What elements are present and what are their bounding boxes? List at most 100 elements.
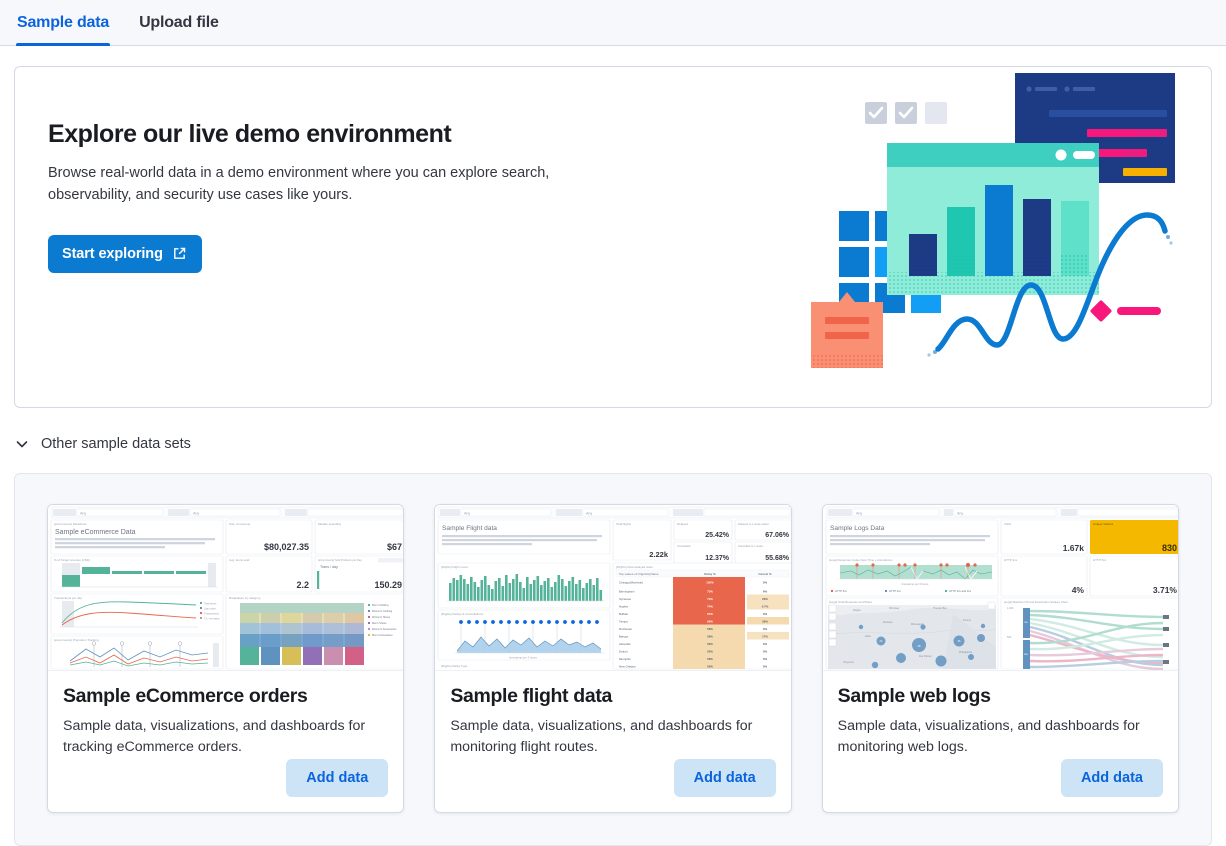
svg-text:0%: 0% [763,657,768,661]
chart-window-illustration [887,143,1099,295]
tab-sample-data[interactable]: Sample data [16,0,111,46]
coral-note-illustration [811,292,883,368]
svg-text:2.2: 2.2 [296,580,309,590]
svg-text:Unique Visitors: Unique Visitors [1093,522,1114,526]
add-data-button-flight[interactable]: Add data [673,759,776,797]
svg-text:Transactions: Transactions [204,611,219,615]
svg-text:0.7%: 0.7% [762,605,769,609]
svg-text:Tampa: Tampa [619,620,628,624]
checkbox-group [865,102,947,124]
svg-text:56%: 56% [707,650,713,654]
svg-text:HTTP 5xx: HTTP 5xx [835,589,848,593]
card-thumbnail-weblogs: Any Any Sample Logs Data Visits 1.67k Un… [822,505,1178,671]
svg-text:500: 500 [1007,636,1012,639]
svg-text:[Logs] Total Requests and Byte: [Logs] Total Requests and Bytes [829,600,872,604]
sample-data-card-ecommerce[interactable]: Any Any [eCommerce] Markdown Sample eCom… [47,504,405,813]
svg-text:HTTP 4xx: HTTP 4xx [1004,558,1018,562]
svg-text:56%: 56% [707,642,713,646]
hero-text-block: Explore our live demo environment Browse… [48,119,608,273]
add-data-button-weblogs[interactable]: Add data [1060,759,1163,797]
svg-text:Delayed vs 1 week earlier: Delayed vs 1 week earlier [738,522,769,526]
sample-data-card-flight[interactable]: Any Any Sample Flight data Total flights… [434,504,792,813]
svg-text:67%: 67% [707,612,713,616]
svg-text:4%: 4% [1071,585,1084,595]
svg-text:Men's Accessories: Men's Accessories [372,634,393,637]
svg-text:% of Target revenue (USD): % of Target revenue (USD) [54,558,90,562]
svg-text:58%: 58% [707,635,713,639]
svg-text:Sample Logs Data: Sample Logs Data [830,525,885,532]
tab-upload-file[interactable]: Upload file [138,0,220,45]
svg-text:[eCommerce] Sold Products per: [eCommerce] Sold Products per Day [318,558,362,562]
svg-text:[Logs] Machine OS and Destinat: [Logs] Machine OS and Destination Sankey… [1004,600,1068,604]
svg-text:Men's Shoes: Men's Shoes [372,622,387,625]
start-exploring-button[interactable]: Start exploring [48,234,202,273]
svg-text:Buffalo: Buffalo [619,612,628,616]
svg-text:48: 48 [917,644,920,648]
svg-text:Delayed: Delayed [677,522,688,526]
svg-text:timestamp per 3 hours: timestamp per 3 hours [901,582,928,586]
svg-text:Birmingham: Birmingham [619,590,635,594]
svg-text:3.71%: 3.71% [1153,585,1178,595]
svg-text:ios: ios [1024,621,1028,624]
add-data-button-ecommerce[interactable]: Add data [286,759,389,797]
card-title: Sample flight data [450,685,612,707]
accordion-label: Other sample data sets [41,436,191,452]
card-footer-ecommerce: Add data [48,759,403,812]
svg-text:Cheyenne: Cheyenne [843,661,855,664]
svg-text:Sum of revenue: Sum of revenue [229,522,251,526]
svg-text:Delay %: Delay % [705,572,717,576]
svg-text:Total items: Total items [204,601,217,605]
svg-text:HTTP 5xx: HTTP 5xx [1093,558,1107,562]
other-sample-data-sets-accordion[interactable]: Other sample data sets [14,432,191,456]
svg-text:Naples: Naples [619,605,629,609]
svg-text:Cancelled vs 1 week...: Cancelled vs 1 week... [738,544,765,548]
svg-text:Top values of OriginCityName: Top values of OriginCityName [619,572,659,576]
svg-text:Sample eCommerce Data: Sample eCommerce Data [55,529,136,536]
svg-text:73%: 73% [707,590,713,594]
svg-text:67.06%: 67.06% [766,532,791,539]
svg-text:Chicago(Montreal): Chicago(Montreal) [619,581,643,585]
svg-text:12.37%: 12.37% [706,555,731,562]
card-footer-flight: Add data [435,759,790,812]
svg-text:0%: 0% [763,612,768,616]
svg-text:17%: 17% [762,635,768,639]
svg-text:0%: 0% [763,627,768,631]
svg-text:[Flights] Most delayed cities: [Flights] Most delayed cities [616,565,653,569]
external-link-icon [172,246,187,261]
svg-text:66%: 66% [707,620,713,624]
svg-text:1.67k: 1.67k [1062,543,1084,553]
svg-text:Cancelled: Cancelled [677,544,691,548]
svg-text:150.29: 150.29 [374,580,402,590]
svg-text:[Logs] Response Codes Over Tim: [Logs] Response Codes Over Time + Annota… [829,558,893,562]
svg-text:Any: Any [464,512,470,516]
card-body-ecommerce: Sample eCommerce orders Sample data, vis… [48,671,403,759]
wave-line-illustration [927,212,1173,357]
demo-environment-panel: Explore our live demo environment Browse… [14,66,1212,408]
svg-text:[Flights] Delays & Cancellatio: [Flights] Delays & Cancellations [441,612,484,616]
svg-text:Regina: Regina [853,609,861,612]
svg-text:Idaho: Idaho [865,635,872,638]
svg-text:Cancel %: Cancel % [759,572,773,576]
svg-text:Thunder Bay: Thunder Bay [933,607,947,610]
sample-data-card-weblogs[interactable]: Any Any Sample Logs Data Visits 1.67k Un… [821,504,1179,813]
svg-text:36%: 36% [762,620,768,624]
tab-bar: Sample data Upload file [0,0,1226,46]
chevron-down-icon [14,436,30,452]
svg-text:0%: 0% [763,642,768,646]
svg-text:26%: 26% [762,597,768,601]
svg-text:Women's Shoes: Women's Shoes [372,616,391,619]
svg-text:830: 830 [1162,543,1177,553]
page-title: Explore our live demo environment [48,120,452,148]
svg-text:0%: 0% [763,650,768,654]
svg-text:[eCommerce] Markdown: [eCommerce] Markdown [54,522,87,526]
svg-text:36: 36 [957,639,960,643]
card-thumbnail-ecommerce: Any Any [eCommerce] Markdown Sample eCom… [48,505,404,671]
svg-text:Rochester: Rochester [619,627,632,631]
svg-text:Women's Clothing: Women's Clothing [372,610,393,613]
svg-text:HTTP 2xx and 3xx: HTTP 2xx and 3xx [949,589,972,593]
svg-text:2.22k: 2.22k [650,550,670,559]
card-title: Sample eCommerce orders [63,685,308,707]
svg-text:Syracuse: Syracuse [619,597,631,601]
svg-text:1,000: 1,000 [1007,607,1014,610]
card-body-weblogs: Sample web logs Sample data, visualizati… [823,671,1178,759]
